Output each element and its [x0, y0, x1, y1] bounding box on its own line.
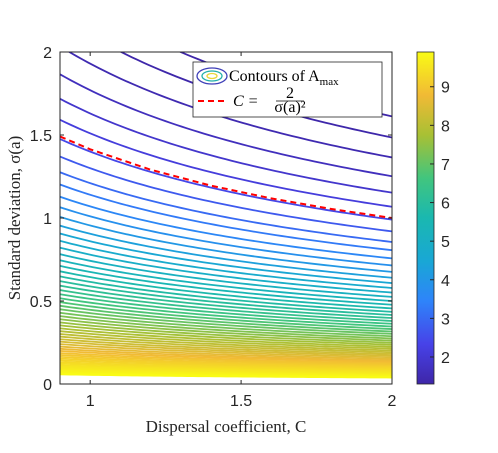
contour-line — [60, 265, 392, 306]
contour-line — [60, 232, 392, 284]
contour-line — [60, 357, 392, 368]
contour-line — [60, 350, 392, 363]
contour-line — [60, 304, 392, 333]
contour-line — [60, 362, 392, 372]
contour-line — [60, 259, 392, 302]
x-axis-label: Dispersal coefficient, C — [146, 417, 307, 436]
colorbar — [416, 51, 435, 385]
legend-fraction-denominator: σ(a)² — [274, 99, 305, 116]
contour-line — [60, 224, 392, 279]
y-tick-label: 2 — [43, 45, 52, 62]
contour-line — [67, 52, 392, 159]
colorbar-tick-label: 7 — [441, 157, 450, 174]
y-tick-label: 0 — [43, 377, 52, 394]
colorbar-tick-label: 4 — [441, 273, 450, 290]
legend: Contours of Amax C = 2 σ(a)² — [192, 61, 383, 118]
contour-line — [60, 275, 392, 313]
y-tick-label: 0.5 — [30, 294, 52, 311]
contour-line — [60, 297, 392, 328]
contour-line — [60, 355, 392, 367]
colorbar-tick-label: 9 — [441, 80, 450, 97]
y-tick-label: 1 — [43, 211, 52, 228]
contour-line — [60, 373, 392, 379]
contour-line — [60, 324, 392, 346]
x-tick-label: 2 — [388, 393, 397, 410]
contour-line — [60, 308, 392, 335]
legend-fraction-numerator: 2 — [286, 85, 294, 102]
contour-line — [60, 289, 392, 322]
contour-line — [60, 138, 392, 221]
contour-line — [60, 195, 392, 260]
contour-line — [60, 183, 392, 252]
contour-line — [60, 343, 392, 359]
contour-line — [60, 352, 392, 365]
contour-line — [60, 270, 392, 310]
colorbar-ticks: 2 3 4 5 6 7 8 9 — [430, 80, 450, 367]
contour-line — [60, 321, 392, 344]
contour-line — [60, 280, 392, 316]
contour-line — [60, 340, 392, 357]
colorbar-tick-label: 6 — [441, 196, 450, 213]
contour-line — [60, 97, 392, 194]
contour-line — [60, 284, 392, 319]
contour-line — [60, 364, 392, 373]
colorbar-tick-label: 8 — [441, 118, 450, 135]
contour-line — [60, 338, 392, 355]
y-tick-label: 1.5 — [30, 128, 52, 145]
legend-entry-dashed: C = — [233, 93, 258, 110]
contour-line — [60, 318, 392, 342]
contour-line — [60, 347, 392, 362]
contour-line — [60, 354, 392, 366]
x-tick-label: 1.5 — [230, 393, 252, 410]
colorbar-tick-label: 3 — [441, 311, 450, 328]
contour-line — [60, 155, 392, 233]
contour-line — [60, 333, 392, 352]
contour-line — [60, 239, 392, 289]
y-axis: 0 0.5 1 1.5 2 — [30, 45, 392, 394]
contour-line — [60, 118, 392, 208]
legend-contour-icon — [196, 67, 228, 85]
x-tick-label: 1 — [86, 393, 95, 410]
contour-line — [60, 311, 392, 338]
colorbar-tick-label: 2 — [441, 350, 450, 367]
contour-line — [60, 330, 392, 350]
dashed-line-series — [60, 135, 392, 219]
contour-line — [60, 171, 392, 243]
contour-line — [60, 345, 392, 360]
y-axis-label: Standard deviation, σ(a) — [5, 136, 24, 300]
legend-entry-contours: Contours of Amax — [229, 68, 339, 88]
contour-line — [60, 246, 392, 294]
contour-line — [60, 293, 392, 325]
contour-line — [60, 327, 392, 348]
contour-lines — [60, 52, 392, 379]
contour-line — [60, 73, 392, 178]
contour-line — [60, 216, 392, 273]
contour-line — [60, 365, 392, 374]
contour-line — [60, 301, 392, 330]
contour-line — [60, 361, 392, 371]
contour-line — [60, 315, 392, 340]
contour-line — [60, 206, 392, 267]
colorbar-tick-label: 5 — [441, 234, 450, 251]
contour-line — [60, 335, 392, 354]
x-axis: 1 1.5 2 — [86, 52, 397, 410]
contour-line — [60, 359, 392, 370]
contour-line — [60, 367, 392, 375]
contour-line — [60, 253, 392, 298]
